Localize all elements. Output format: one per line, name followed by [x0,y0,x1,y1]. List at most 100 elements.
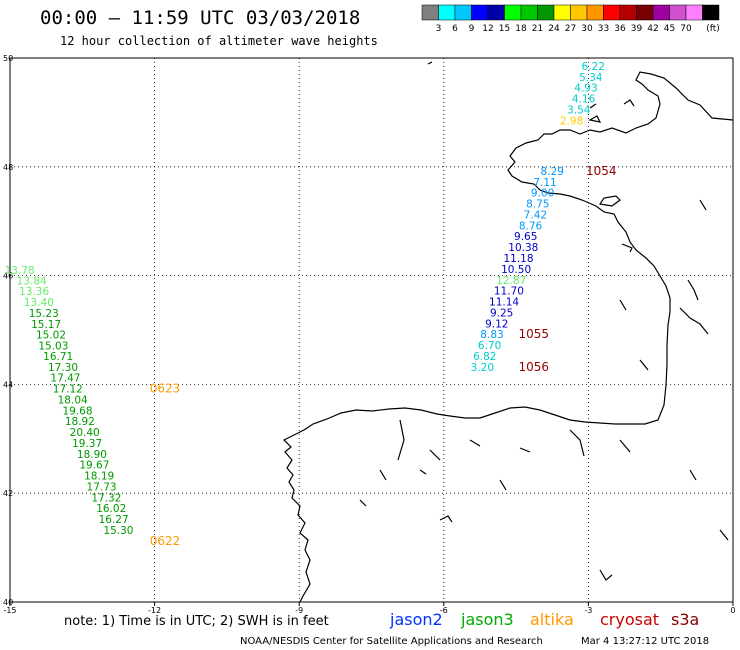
colorbar-label: 30 [581,24,593,34]
colorbar-label: 9 [469,24,475,34]
credit-line: NOAA/NESDIS Center for Satellite Applica… [240,636,543,647]
swh-value: 10.38 [508,242,538,254]
inland-feature [419,469,427,475]
satellite-legend-entry: altika [530,610,574,629]
swh-value: 4.16 [572,94,596,106]
swh-value: 6.82 [473,351,496,363]
colorbar-label: 70 [680,24,692,34]
swh-value: 4.93 [574,83,597,95]
colorbar-label: 39 [631,24,643,34]
swh-value: 18.19 [84,471,114,483]
swh-value: 13.40 [24,297,54,309]
swh-value: 8.75 [526,199,549,211]
colorbar-label: 42 [647,24,658,34]
swh-value: 15.17 [31,319,61,331]
colorbar-swatch [421,4,439,21]
eastern-track: 6.225.344.934.163.542.98 8.297.119.008.75… [471,61,617,374]
colorbar-label: 18 [515,24,527,34]
satellite-legend-entry: jason2 [389,610,443,629]
colorbar-label: 12 [482,24,493,34]
lat-lon-grid: -15 -12 -9 -6 -3 0 50 48 46 44 42 40 [3,54,736,615]
colorbar-swatch [537,4,555,21]
swh-value: 18.04 [58,394,88,406]
colorbar-swatch [619,4,637,21]
swh-value: 5.34 [579,72,603,84]
swh-value: 11.70 [494,286,524,298]
inland-feature [639,359,649,371]
colorbar-swatch [520,4,538,21]
swh-value: 15.02 [36,330,66,342]
latitude-tick-label: 48 [3,163,13,172]
colorbar-swatch [636,4,654,21]
swh-value: 17.30 [48,362,78,374]
swh-value: 9.65 [514,231,537,243]
swh-value: 17.73 [87,481,117,493]
swh-value: 19.68 [62,405,92,417]
swh-value: 17.47 [50,373,80,385]
colorbar-unit: (ft) [706,24,720,34]
pass-time-label: 1054 [586,164,617,178]
inland-feature [469,439,481,447]
swh-value: 13.36 [19,286,49,298]
inland-feature [699,199,707,211]
swh-value: 3.54 [567,104,591,116]
france-coastline [449,71,734,425]
inland-feature [719,529,729,541]
colorbar-swatch [553,4,571,21]
island [427,61,433,65]
coastline [282,61,734,603]
swh-value: 7.42 [524,209,547,221]
swh-value: 13.78 [5,265,35,277]
timestamp: Mar 4 13:27:12 UTC 2018 [581,636,709,647]
colorbar-label: 33 [598,24,609,34]
latitude-tick-label: 50 [3,54,13,63]
satellite-legend-entry: cryosat [600,610,659,629]
inland-feature [569,429,585,457]
colorbar-label: 3 [436,24,442,34]
colorbar-label: 24 [548,24,560,34]
swh-value: 8.83 [480,329,503,341]
swh-value: 17.12 [53,384,83,396]
swh-value: 13.84 [17,275,47,287]
swh-value: 9.12 [485,318,508,330]
altimeter-tracks: 13.7813.8413.3613.4015.2315.1715.0215.03… [5,61,617,548]
colorbar-swatch [685,4,703,21]
latitude-tick-label: 40 [3,598,13,607]
inland-feature [619,439,631,453]
inland-feature [519,447,531,453]
latitude-tick-label: 44 [3,380,13,389]
coast-detail [621,243,633,253]
swh-value: 15.30 [103,525,133,537]
map-frame: -15 -12 -9 -6 -3 0 50 48 46 44 42 40 [3,54,736,615]
swh-value: 16.27 [99,514,129,526]
pass-time-label: 0622 [150,534,181,548]
island [588,115,602,123]
inland-feature [599,569,613,581]
swh-value: 20.40 [70,427,100,439]
wave-height-colorbar: 3 6 9 12 15 18 21 24 27 30 33 36 39 42 45 70 (ft) [421,4,720,34]
swh-value: 11.14 [489,297,519,309]
inland-feature [397,419,405,461]
colorbar-swatch [586,4,604,21]
swh-value: 18.92 [65,416,95,428]
colorbar-label: 21 [532,24,543,34]
swh-value: 7.11 [533,177,556,189]
colorbar-label: 6 [452,24,458,34]
island [589,103,597,109]
page-subtitle: 12 hour collection of altimeter wave hei… [60,34,378,48]
colorbar-swatch [471,4,489,21]
colorbar-label: 15 [499,24,510,34]
swh-value: 9.00 [531,188,554,200]
swh-value: 6.22 [582,61,605,73]
pass-time-label: 0623 [150,382,181,396]
longitude-tick-label: -3 [584,606,592,615]
swh-value: 9.25 [490,307,513,319]
map-border [9,57,734,603]
island [623,99,635,107]
inland-feature [499,479,507,491]
colorbar-label: 45 [664,24,675,34]
swh-value: 19.37 [72,438,102,450]
inland-feature [439,515,453,523]
colorbar-swatch [487,4,505,21]
